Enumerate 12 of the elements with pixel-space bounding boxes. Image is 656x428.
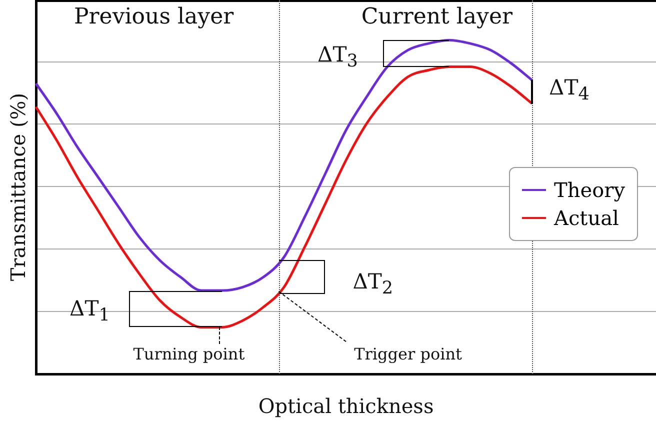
annotation: ΔT$_{3}$	[318, 42, 358, 72]
annotation: ΔT$_{1}$	[70, 296, 110, 326]
y-axis-title: Transmittance (%)	[6, 92, 30, 282]
annotation: ΔT$_{4}$	[549, 76, 590, 105]
text: Previous layer	[74, 4, 234, 30]
annotation: ΔT$_{2}$	[352, 269, 394, 298]
x-axis-title: Optical thickness	[258, 394, 434, 418]
annotation: Turning point	[133, 344, 245, 364]
text: Current layer	[361, 4, 513, 30]
legend-label: Actual	[554, 206, 619, 230]
legend-label: Theory	[554, 178, 625, 202]
annotation: Trigger point	[354, 344, 462, 364]
